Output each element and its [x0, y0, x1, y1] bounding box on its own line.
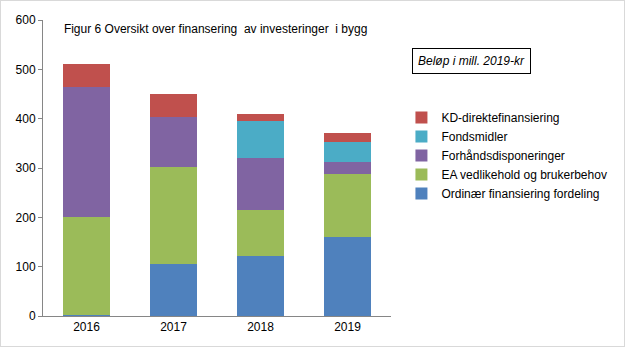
svg-text:2019: 2019 — [334, 320, 361, 334]
svg-text:Forhåndsdisponeringer: Forhåndsdisponeringer — [441, 149, 564, 163]
svg-text:500: 500 — [16, 63, 36, 77]
svg-text:300: 300 — [16, 161, 36, 175]
svg-text:Figur 6 Oversikt over finanser: Figur 6 Oversikt over finansering av inv… — [64, 22, 367, 36]
svg-text:Ordinær finansiering fordeling: Ordinær finansiering fordeling — [441, 187, 599, 201]
svg-text:100: 100 — [16, 260, 36, 274]
svg-text:Beløp i mill. 2019-kr: Beløp i mill. 2019-kr — [418, 54, 525, 68]
svg-text:2017: 2017 — [160, 320, 187, 334]
svg-text:KD-direktefinansiering: KD-direktefinansiering — [441, 111, 559, 125]
svg-text:600: 600 — [16, 13, 36, 27]
svg-text:2016: 2016 — [73, 320, 100, 334]
svg-text:2018: 2018 — [247, 320, 274, 334]
svg-text:200: 200 — [16, 211, 36, 225]
svg-text:EA vedlikehold og brukerbehov: EA vedlikehold og brukerbehov — [441, 168, 606, 182]
svg-text:Fondsmidler: Fondsmidler — [441, 130, 507, 144]
svg-text:400: 400 — [16, 112, 36, 126]
svg-text:0: 0 — [29, 309, 36, 323]
